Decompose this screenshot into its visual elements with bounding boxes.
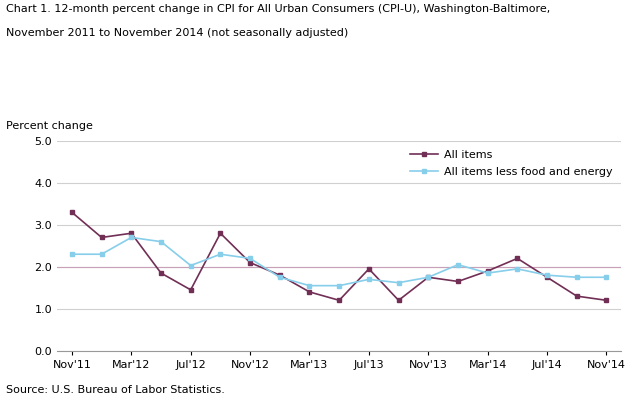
All items: [187, 287, 195, 292]
All items less food and energy: [514, 266, 521, 271]
All items: [276, 273, 283, 278]
All items less food and energy: [217, 252, 224, 257]
All items: [217, 231, 224, 236]
All items: [425, 275, 432, 280]
All items: [306, 289, 313, 294]
All items: [395, 298, 403, 303]
All items: [98, 235, 105, 240]
All items less food and energy: [68, 252, 75, 257]
All items less food and energy: [543, 273, 551, 278]
All items less food and energy: [306, 283, 313, 288]
All items: [573, 294, 581, 299]
All items less food and energy: [276, 275, 283, 280]
All items less food and energy: [157, 239, 165, 244]
Text: Percent change: Percent change: [6, 121, 93, 131]
Line: All items: All items: [70, 210, 609, 303]
All items less food and energy: [603, 275, 611, 280]
All items: [157, 271, 165, 276]
All items: [454, 279, 462, 284]
Legend: All items, All items less food and energy: All items, All items less food and energ…: [407, 147, 616, 180]
Text: Source: U.S. Bureau of Labor Statistics.: Source: U.S. Bureau of Labor Statistics.: [6, 385, 225, 395]
All items less food and energy: [573, 275, 581, 280]
All items less food and energy: [246, 256, 254, 261]
All items: [543, 275, 551, 280]
All items less food and energy: [187, 263, 195, 268]
All items less food and energy: [395, 280, 403, 285]
Text: Chart 1. 12-month percent change in CPI for All Urban Consumers (CPI-U), Washing: Chart 1. 12-month percent change in CPI …: [6, 4, 550, 14]
All items less food and energy: [484, 271, 491, 276]
All items: [603, 298, 611, 303]
Line: All items less food and energy: All items less food and energy: [70, 235, 609, 288]
All items: [514, 256, 521, 261]
Text: November 2011 to November 2014 (not seasonally adjusted): November 2011 to November 2014 (not seas…: [6, 28, 349, 38]
All items less food and energy: [127, 235, 135, 240]
All items: [68, 210, 75, 215]
All items: [127, 231, 135, 236]
All items less food and energy: [454, 262, 462, 267]
All items less food and energy: [335, 283, 343, 288]
All items: [365, 266, 373, 271]
All items less food and energy: [98, 252, 105, 257]
All items: [335, 298, 343, 303]
All items less food and energy: [425, 275, 432, 280]
All items: [246, 260, 254, 265]
All items: [484, 268, 491, 273]
All items less food and energy: [365, 277, 373, 282]
